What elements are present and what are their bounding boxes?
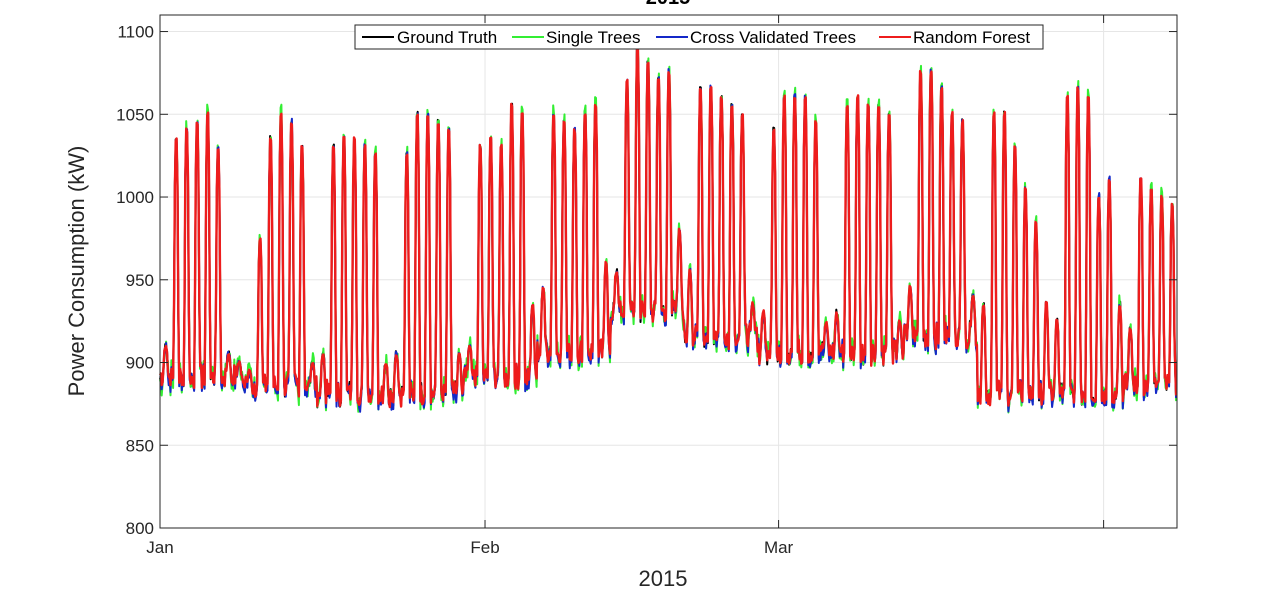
y-axis-label: Power Consumption (kW): [64, 146, 89, 397]
chart-title: 2015: [646, 0, 691, 9]
y-tick-label: 1100: [117, 23, 154, 42]
legend-label-single-trees: Single Trees: [546, 28, 641, 47]
y-tick-label: 900: [126, 354, 154, 373]
legend-box: [354, 24, 1044, 50]
x-tick-label: Feb: [470, 538, 499, 557]
y-tick-label: 850: [126, 436, 154, 455]
legend-label-ground-truth: Ground Truth: [397, 28, 497, 47]
series-lines: [158, 38, 1178, 414]
x-axis-ticks: Jan Feb Mar: [146, 15, 1105, 557]
x-axis-label: 2015: [639, 566, 688, 591]
x-tick-label: Jan: [146, 538, 173, 557]
x-tick-label: Mar: [764, 538, 794, 557]
y-tick-label: 1000: [116, 188, 154, 207]
y-tick-label: 950: [126, 271, 154, 290]
legend-label-cross-validated-trees: Cross Validated Trees: [690, 28, 856, 47]
y-axis-ticks: 800 850 900 950 1000 1050 1100: [116, 23, 1177, 538]
y-tick-label: 1050: [116, 105, 154, 124]
legend-label-random-forest: Random Forest: [913, 28, 1030, 47]
y-tick-label: 800: [126, 519, 154, 538]
series-line-random-forest: [158, 47, 1178, 409]
plot-frame: [159, 14, 1178, 529]
legend: Ground Truth Single Trees Cross Validate…: [354, 24, 1044, 50]
